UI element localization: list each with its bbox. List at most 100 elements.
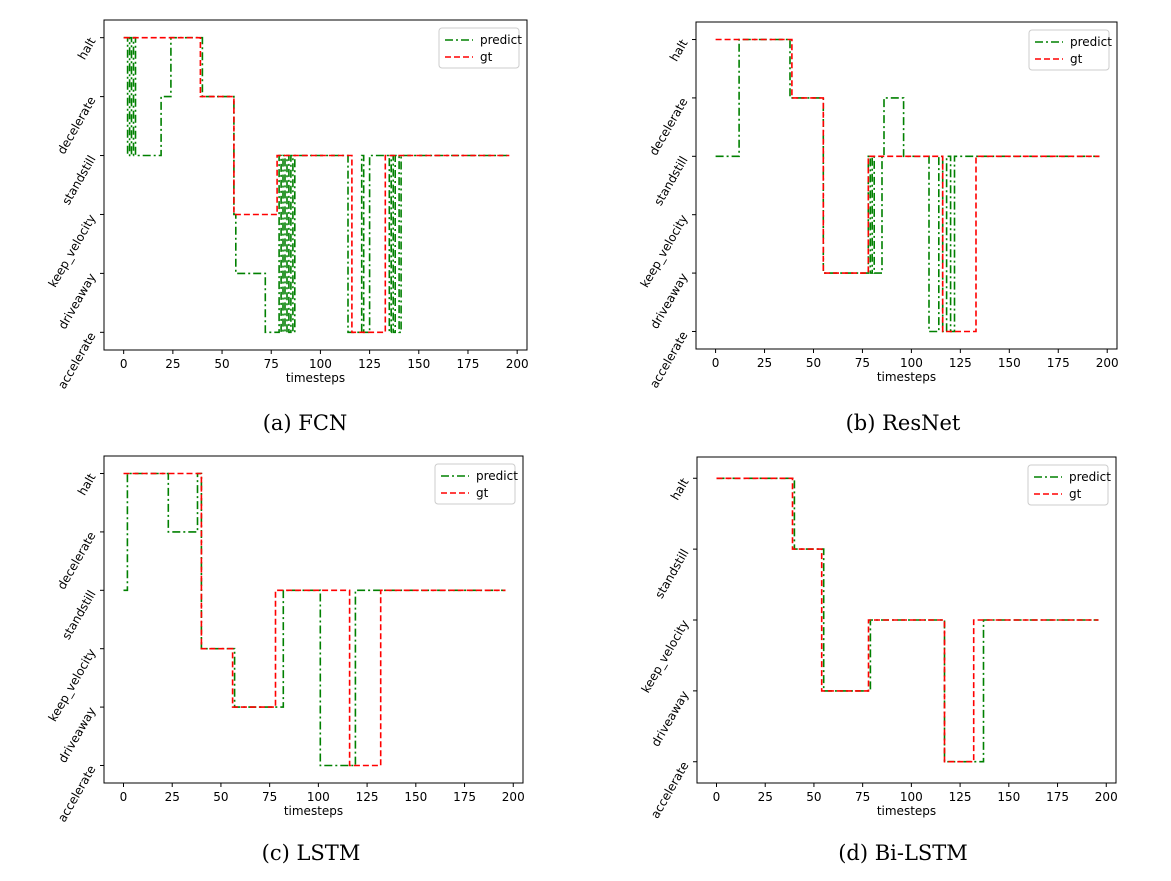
y-tick-label: standstill: [59, 588, 98, 642]
x-axis-label: timesteps: [284, 804, 343, 818]
y-tick-label: halt: [75, 35, 99, 62]
panel-caption: (b) ResNet: [846, 411, 961, 435]
series-line-gt: [123, 36, 510, 334]
x-axis-ticks: 0 25 50 75 100 125 150 175 200: [712, 349, 1119, 370]
legend-label-gt: gt: [1070, 52, 1083, 66]
x-tick-label: 125: [358, 357, 381, 371]
x-tick-label: 125: [949, 790, 972, 804]
y-axis-ticks: acceleratedriveawaykeep_velocitystandsti…: [46, 35, 104, 391]
legend-label-predict: predict: [476, 469, 518, 483]
legend: predict gt: [434, 463, 518, 505]
y-tick-label: accelerate: [648, 759, 692, 821]
x-axis-label: timesteps: [286, 371, 345, 385]
chart-panel-4: 0 25 50 75 100 125 150 175 200 timesteps accelerat…: [639, 456, 1118, 865]
x-tick-label: 100: [900, 356, 923, 370]
chart-panel-2: 0 25 50 75 100 125 150 175 200 timesteps accelerat…: [638, 21, 1119, 435]
x-tick-label: 100: [900, 790, 923, 804]
x-tick-label: 0: [120, 357, 128, 371]
legend-box: [434, 463, 516, 505]
x-axis-label: timesteps: [877, 370, 936, 384]
y-tick-label: accelerate: [55, 330, 99, 392]
chart-panel-3: 0 25 50 75 100 125 150 175 200 timesteps accelerat…: [46, 455, 525, 865]
x-axis-ticks: 0 25 50 75 100 125 150 175 200: [713, 783, 1118, 804]
x-tick-label: 150: [404, 790, 427, 804]
x-tick-label: 0: [120, 790, 128, 804]
legend-label-gt: gt: [476, 486, 489, 500]
x-axis-ticks: 0 25 50 75 100 125 150 175 200: [120, 783, 525, 804]
series-line-predict: [716, 477, 1099, 763]
x-tick-label: 50: [213, 790, 228, 804]
x-tick-label: 125: [356, 790, 379, 804]
legend-label-predict: predict: [480, 33, 522, 47]
x-tick-label: 75: [855, 790, 870, 804]
series-line-predict: [715, 38, 1100, 333]
legend: predict gt: [438, 27, 522, 69]
plot-frame: [103, 455, 524, 784]
series-line-predict: [123, 36, 510, 334]
panel-caption: (c) LSTM: [262, 841, 361, 865]
x-tick-label: 200: [502, 790, 525, 804]
y-tick-label: decelerate: [54, 94, 98, 156]
series-line-predict: [123, 472, 506, 767]
legend: predict gt: [1027, 464, 1111, 506]
legend-label-predict: predict: [1070, 35, 1112, 49]
x-tick-label: 175: [453, 790, 476, 804]
y-tick-label: standstill: [59, 153, 98, 207]
x-tick-label: 0: [712, 356, 720, 370]
x-tick-label: 150: [998, 356, 1021, 370]
legend-box: [1027, 464, 1109, 506]
x-tick-label: 50: [214, 357, 229, 371]
x-tick-label: 50: [806, 356, 821, 370]
x-tick-label: 50: [806, 790, 821, 804]
series-line-gt: [123, 472, 506, 767]
x-tick-label: 175: [457, 357, 480, 371]
x-axis-label: timesteps: [877, 804, 936, 818]
y-tick-label: standstill: [651, 154, 690, 208]
x-tick-label: 25: [757, 356, 772, 370]
x-tick-label: 75: [855, 356, 870, 370]
plot-frame: [103, 19, 528, 351]
y-tick-label: accelerate: [647, 329, 691, 391]
x-tick-label: 100: [307, 790, 330, 804]
y-tick-label: driveaway: [648, 688, 691, 749]
y-tick-label: standstill: [652, 547, 691, 601]
x-tick-label: 25: [165, 790, 180, 804]
legend: predict gt: [1028, 29, 1112, 71]
legend-box: [438, 27, 520, 69]
x-tick-label: 200: [506, 357, 529, 371]
y-axis-ticks: acceleratedriveawaykeep_velocitystandsti…: [638, 37, 696, 391]
legend-box: [1028, 29, 1110, 71]
y-tick-label: halt: [668, 476, 692, 503]
legend-label-gt: gt: [480, 50, 493, 64]
x-tick-label: 100: [309, 357, 332, 371]
x-tick-label: 75: [262, 790, 277, 804]
y-tick-label: accelerate: [55, 763, 99, 825]
x-tick-label: 25: [165, 357, 180, 371]
y-tick-label: halt: [75, 471, 99, 498]
series-line-gt: [715, 38, 1100, 333]
chart-panel-1: 0 25 50 75 100 125 150 175 200 timesteps accelerat…: [46, 19, 529, 435]
x-tick-label: 150: [407, 357, 430, 371]
x-tick-label: 175: [1046, 790, 1069, 804]
x-axis-ticks: 0 25 50 75 100 125 150 175 200: [120, 350, 529, 371]
x-tick-label: 25: [758, 790, 773, 804]
y-axis-ticks: acceleratedriveawaykeep_velocitystandsti…: [46, 471, 104, 825]
x-tick-label: 125: [949, 356, 972, 370]
series-line-gt: [716, 477, 1099, 763]
x-tick-label: 200: [1095, 790, 1118, 804]
y-tick-label: keep_velocity: [639, 618, 692, 696]
y-tick-label: halt: [667, 37, 691, 64]
x-tick-label: 75: [264, 357, 279, 371]
x-tick-label: 200: [1096, 356, 1119, 370]
legend-label-gt: gt: [1069, 487, 1082, 501]
x-tick-label: 175: [1047, 356, 1070, 370]
plot-frame: [695, 21, 1118, 350]
x-tick-label: 150: [997, 790, 1020, 804]
y-tick-label: decelerate: [54, 529, 98, 591]
panel-caption: (d) Bi-LSTM: [838, 841, 968, 865]
y-tick-label: decelerate: [646, 95, 690, 157]
panel-caption: (a) FCN: [263, 411, 348, 435]
x-tick-label: 0: [713, 790, 721, 804]
